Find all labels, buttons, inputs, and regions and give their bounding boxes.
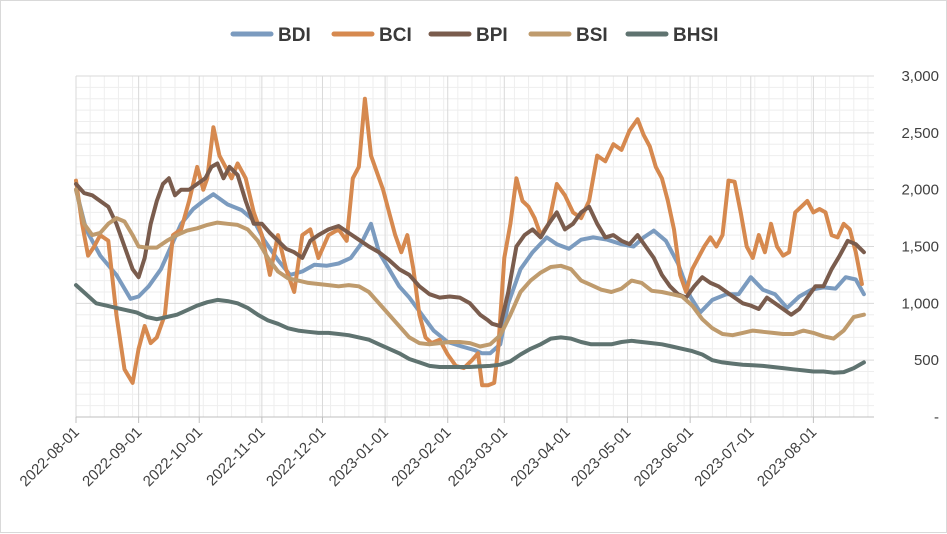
series-line-bpi <box>74 161 866 329</box>
x-tick-label: 2023-03-01 <box>445 424 511 490</box>
y-tick-label: 500 <box>914 352 939 369</box>
x-tick-label: 2023-04-01 <box>507 424 573 490</box>
y-tick-label: 3,000 <box>901 68 939 85</box>
x-tick-label: 2023-05-01 <box>568 424 634 490</box>
legend-label-bdi: BDI <box>278 25 311 46</box>
x-tick-label: 2022-11-01 <box>203 424 268 489</box>
legend: BDI BCI BPI BSI BHSI <box>230 25 718 46</box>
x-tick-label: 2023-02-01 <box>388 424 454 490</box>
x-tick-label: 2023-08-01 <box>754 424 820 490</box>
x-tick-label: 2022-09-01 <box>79 424 145 490</box>
y-tick-label: 1,500 <box>901 239 939 256</box>
x-tick-label: 2022-10-01 <box>140 424 206 490</box>
x-tick-label: 2023-06-01 <box>631 424 697 490</box>
x-tick-label: 2023-01-01 <box>326 424 392 490</box>
legend-label-bhsi: BHSI <box>673 25 718 46</box>
series-lines <box>74 96 866 388</box>
y-tick-label: - <box>934 409 939 426</box>
x-tick-label: 2022-08-01 <box>17 424 83 490</box>
series-line-bci <box>74 96 864 388</box>
legend-label-bsi: BSI <box>576 25 608 46</box>
series-line-bhsi <box>74 283 866 375</box>
series-line-bsi <box>74 187 866 349</box>
y-tick-label: 2,500 <box>901 125 939 142</box>
legend-label-bci: BCI <box>379 25 412 46</box>
x-tick-label: 2023-07-01 <box>691 424 757 490</box>
x-tick-label: 2022-12-01 <box>263 424 329 490</box>
y-tick-label: 1,000 <box>901 295 939 312</box>
series-line-bdi <box>74 187 866 356</box>
legend-label-bpi: BPI <box>476 25 508 46</box>
y-tick-label: 2,000 <box>901 182 939 199</box>
